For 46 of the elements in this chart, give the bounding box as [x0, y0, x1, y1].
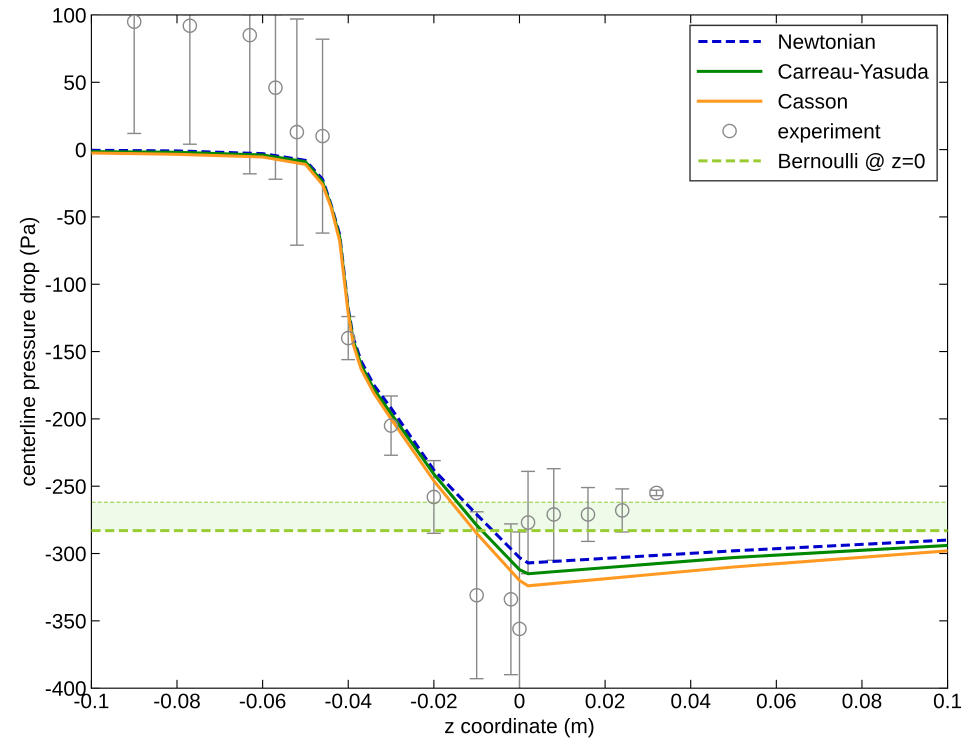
point: [290, 124, 304, 140]
point: [504, 592, 518, 607]
point: [242, 28, 258, 42]
y-tick-label: 0: [76, 142, 86, 158]
x-tick-label: 0.1: [934, 694, 962, 708]
point: [512, 622, 527, 636]
x-tick-label: -0.02: [411, 694, 457, 708]
point: [126, 14, 142, 29]
legend-label: Newtonian: [779, 34, 875, 50]
x-tick-label: 0.08: [842, 694, 882, 708]
legend-label: Casson: [778, 94, 847, 109]
y-tick-label: -100: [46, 277, 86, 292]
y-tick-label: -150: [46, 344, 86, 360]
y-tick-label: 100: [53, 8, 86, 23]
y-axis-title: centerline pressure drop (Pa): [20, 218, 40, 486]
x-tick-label: -0.04: [325, 694, 372, 708]
y-tick-label: -50: [57, 210, 86, 225]
y-tick-label: -350: [46, 614, 86, 629]
x-tick-label: 0.04: [671, 694, 710, 708]
x-tick-label: -0.06: [240, 694, 286, 708]
point: [614, 503, 630, 518]
point: [649, 486, 664, 500]
y-tick-label: -400: [46, 681, 86, 696]
point: [469, 588, 484, 603]
y-tick-label: -250: [46, 479, 86, 494]
y-tick-label: 50: [64, 75, 86, 90]
point: [546, 507, 562, 522]
x-tick-label: 0.02: [586, 694, 624, 708]
x-tick-label: -0.1: [74, 694, 108, 708]
legend-label: Carreau-Yasuda: [778, 64, 929, 79]
point: [580, 507, 596, 522]
point: [340, 330, 356, 346]
point: [520, 515, 536, 530]
point: [426, 490, 442, 504]
point: [268, 80, 283, 95]
legend-label: Bernoulli @ z=0: [779, 153, 925, 172]
y-tick-label: -200: [46, 412, 86, 427]
y-tick-label: -300: [46, 546, 86, 562]
point: [384, 418, 398, 433]
legend-label: experiment: [778, 123, 880, 143]
point: [315, 128, 330, 144]
x-tick-label: -0.08: [154, 694, 200, 708]
x-tick-label: 0: [514, 694, 524, 708]
point: [182, 18, 198, 34]
x-tick-label: 0.06: [756, 694, 796, 708]
x-axis-title: z coordinate (m): [445, 718, 594, 738]
